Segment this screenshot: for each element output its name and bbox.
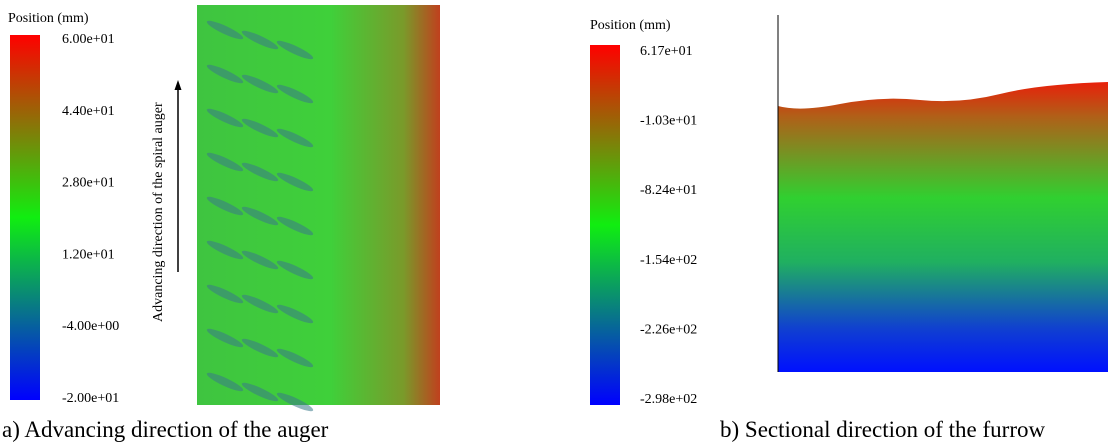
streak [241,118,279,138]
streak [276,128,314,148]
tick-label: -1.54e+02 [640,253,697,268]
streak [206,20,244,40]
streak [206,64,244,84]
legend-title: Position (mm) [590,18,671,33]
streaks [206,20,314,412]
streak [206,196,244,216]
tick-label: -8.24e+01 [640,183,697,198]
streak [276,260,314,280]
tick-label: -2.26e+02 [640,322,697,337]
streak [206,284,244,304]
annotation: Advancing direction of the spiral auger [151,102,166,322]
legend-title: Position (mm) [8,11,89,26]
streak [206,152,244,172]
tick-label: -1.03e+01 [640,114,697,129]
caption: b) Sectional direction of the furrow [720,417,1045,442]
caption: a) Advancing direction of the auger [2,417,329,442]
tick-label: 6.17e+01 [640,44,693,59]
tick-label: 6.00e+01 [62,32,115,47]
colorbar [590,45,620,405]
streak [241,74,279,94]
streak [206,240,244,260]
simulation-image [197,5,440,405]
streak [241,382,279,402]
tick-label: 4.40e+01 [62,104,115,119]
streak [241,294,279,314]
tick-label: -2.98e+02 [640,392,697,407]
arrow-head [174,80,182,90]
streak [276,348,314,368]
streak [241,30,279,50]
tick-label: -4.00e+00 [62,319,119,334]
panel-a: Position (mm) 6.00e+01 4.40e+01 2.80e+01 1.… [8,5,440,412]
streak [276,216,314,236]
streak [276,392,314,412]
tick-label: 1.20e+01 [62,247,115,262]
tick-label: 2.80e+01 [62,176,115,191]
streak [276,40,314,60]
tick-label: -2.00e+01 [62,391,119,406]
streak [276,172,314,192]
panel-b: Position (mm) 6.17e+01 -1.03e+01 -8.24e+01… [590,15,1108,407]
simulation-image [778,82,1108,372]
colorbar [10,35,40,400]
streak [206,328,244,348]
streak [206,372,244,392]
streak [241,338,279,358]
streak [241,206,279,226]
streak [276,84,314,104]
streak [276,304,314,324]
streak [241,250,279,270]
streak [206,108,244,128]
streak [241,162,279,182]
